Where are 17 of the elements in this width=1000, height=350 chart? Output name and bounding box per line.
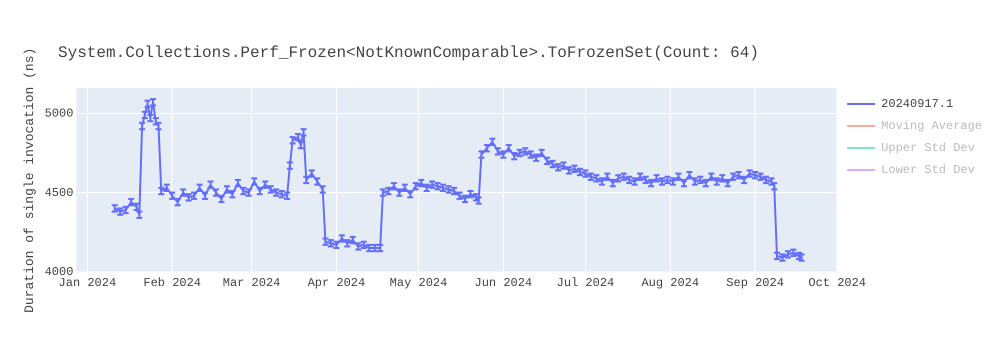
legend-label: Lower Std Dev xyxy=(881,163,975,178)
x-tick-label: May 2024 xyxy=(390,276,448,290)
x-tick-label: Mar 2024 xyxy=(222,276,280,290)
y-tick-label: 4500 xyxy=(44,186,74,200)
legend-label: Moving Average xyxy=(881,119,982,134)
x-tick-label: Feb 2024 xyxy=(143,276,201,290)
x-tick-label: Apr 2024 xyxy=(308,276,366,290)
legend-label: 20240917.1 xyxy=(881,97,954,112)
legend-label: Upper Std Dev xyxy=(881,141,975,156)
y-tick-label: 5000 xyxy=(44,106,74,121)
x-tick-label: Aug 2024 xyxy=(641,276,700,290)
x-tick-label: Sep 2024 xyxy=(726,276,784,290)
y-axis-title: Duration of single invocation (ns) xyxy=(22,48,38,313)
x-tick-label: Jul 2024 xyxy=(556,276,614,290)
x-tick-label: Oct 2024 xyxy=(808,276,866,290)
chart-title: System.Collections.Perf_Frozen<NotKnownComparable>.ToFrozenSet(Count: 64) xyxy=(58,44,759,62)
x-tick-label: Jun 2024 xyxy=(474,276,532,290)
